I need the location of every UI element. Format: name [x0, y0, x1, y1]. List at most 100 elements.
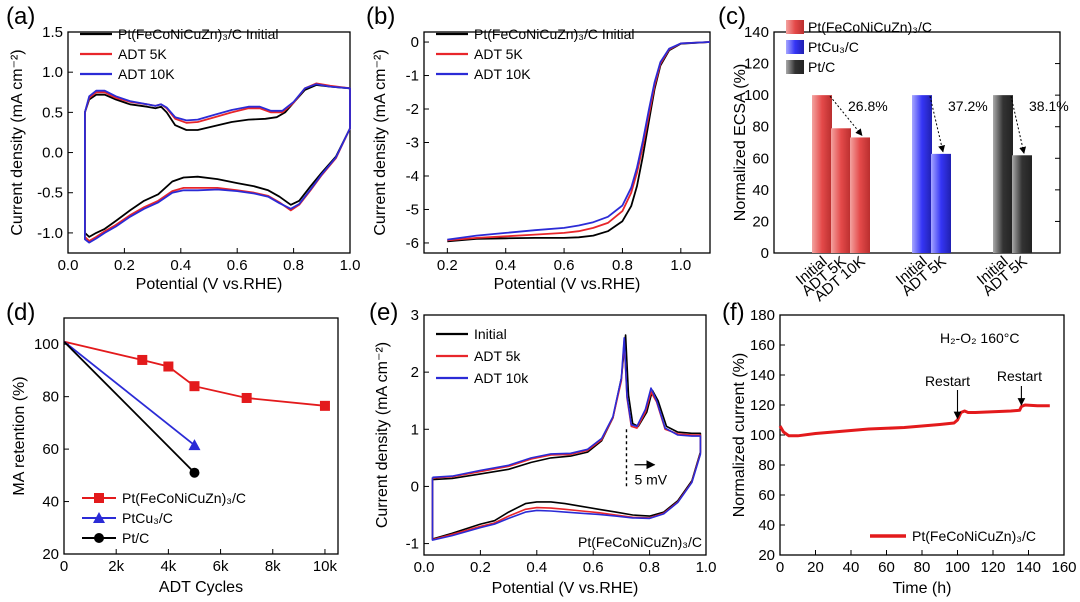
series-line: [84, 84, 351, 238]
y-tick-label: 60: [752, 150, 769, 167]
series-line: [63, 340, 196, 474]
y-tick-label: -1: [406, 68, 419, 85]
y-tick-label: 1.5: [42, 24, 63, 41]
x-axis-label: Potential (V vs.RHE): [494, 276, 641, 293]
x-tick-label: 20: [807, 559, 824, 576]
y-axis-label: Current density (mA cm⁻²): [374, 342, 391, 528]
y-axis-label: Normalized current (%): [731, 353, 748, 517]
legend-label: Pt/C: [808, 59, 835, 75]
drop-annotation: 26.8%: [848, 98, 888, 114]
y-tick-label: 1: [411, 421, 419, 438]
x-axis-label: Time (h): [893, 580, 952, 597]
y-tick-label: -1: [406, 536, 419, 553]
legend-label: ADT 5k: [474, 348, 521, 364]
y-tick-label: -1.0: [37, 225, 63, 242]
plot-frame: [423, 31, 711, 254]
y-tick-label: 180: [750, 307, 775, 324]
series-line: [431, 334, 702, 540]
y-tick-label: 40: [42, 494, 59, 511]
y-tick-label: 120: [744, 56, 769, 73]
y-tick-label: -0.5: [37, 185, 63, 202]
x-tick-label: 100: [945, 559, 970, 576]
x-tick-label: 2k: [108, 558, 124, 575]
y-tick-label: 3: [411, 307, 419, 324]
x-tick-label: 1.0: [670, 257, 691, 274]
y-tick-label: -4: [406, 168, 419, 185]
legend-label: ADT 10k: [474, 370, 529, 386]
y-tick-label: 2: [411, 364, 419, 381]
legend-label: PtCu₃/C: [122, 510, 173, 526]
legend-marker: [94, 493, 104, 503]
x-axis-label: Potential (V vs.RHE): [136, 276, 283, 293]
legend-label: Pt(FeCoNiCuZn)₃/C: [808, 19, 932, 35]
legend-label: Pt(FeCoNiCuZn)₃/C Initial: [118, 26, 279, 42]
series-line: [778, 403, 1050, 438]
y-axis-label: MA retention (%): [11, 376, 28, 495]
series-line: [431, 337, 702, 541]
y-tick-label: 80: [42, 389, 59, 406]
y-tick-label: 0.5: [42, 104, 63, 121]
y-tick-label: -3: [406, 135, 419, 152]
series-line: [447, 41, 711, 241]
legend-label: ADT 10K: [118, 66, 175, 82]
panel-f: 0 20 40 60 80 100 120 140 1602040608010012014016…: [722, 299, 1077, 597]
y-tick-label: -6: [406, 235, 419, 252]
x-tick-label: 0.8: [283, 257, 304, 274]
plot-frame: [779, 314, 1065, 556]
x-tick-label: 0.6: [554, 257, 575, 274]
y-tick-label: 60: [42, 441, 59, 458]
x-tick-label: 40: [843, 559, 860, 576]
x-axis-label: Potential (V vs.RHE): [492, 580, 639, 597]
drop-arrow: [829, 95, 863, 136]
panel-c: 0 20 40 60 80 100 120 140 Normalized ECSA (%) (c)…: [718, 3, 1069, 305]
y-tick-label: 140: [744, 24, 769, 41]
x-tick-label: 0.4: [495, 257, 516, 274]
x-tick-label: 0.0: [58, 257, 79, 274]
legend-label: ADT 5K: [118, 46, 167, 62]
data-point: [137, 354, 148, 365]
x-axis-label: ADT Cycles: [159, 579, 243, 596]
y-tick-label: 140: [750, 367, 775, 384]
legend-label: ADT 10K: [474, 66, 531, 82]
data-point: [189, 381, 200, 392]
y-tick-label: 80: [752, 119, 769, 136]
legend-label: Pt(FeCoNiCuZn)₃/C: [912, 528, 1036, 544]
y-tick-label: 100: [750, 427, 775, 444]
bar: [850, 137, 870, 253]
legend-label: Pt/C: [122, 530, 149, 546]
y-tick-label: 40: [752, 182, 769, 199]
drop-arrow: [929, 96, 945, 153]
y-tick-label: -2: [406, 101, 419, 118]
drop-annotation: 38.1%: [1029, 98, 1069, 114]
x-tick-label: 0.0: [414, 559, 435, 576]
y-tick-label: 0.0: [42, 145, 63, 162]
x-tick-label: 6k: [213, 558, 229, 575]
y-tick-label: 1.0: [42, 64, 63, 81]
y-tick-label: 40: [758, 517, 775, 534]
panel-e: 0.0 0.2 0.4 0.6 0.8 1.0 -1 0 1 2 3 Potential (V vs.…: [369, 299, 716, 597]
y-tick-label: 0: [761, 245, 769, 262]
data-point: [189, 467, 200, 478]
x-tick-label: 4k: [160, 558, 176, 575]
drop-arrow: [1010, 96, 1027, 154]
y-tick-label: 0: [411, 478, 419, 495]
y-tick-label: 80: [758, 457, 775, 474]
x-tick-label: 60: [878, 559, 895, 576]
x-tick-label: 0.4: [526, 559, 547, 576]
y-tick-label: 100: [34, 336, 59, 353]
x-tick-label: 0.8: [639, 559, 660, 576]
x-tick-label: 10k: [313, 558, 338, 575]
legend-label: Pt(FeCoNiCuZn)₃/C Initial: [474, 26, 635, 42]
legend-marker: [93, 512, 105, 523]
legend-swatch: [786, 20, 804, 34]
data-point: [241, 392, 252, 403]
x-tick-label: 120: [980, 559, 1005, 576]
condition-annotation: H₂-O₂ 160°C: [940, 330, 1020, 346]
y-tick-label: 20: [758, 547, 775, 564]
panel-b: 0.2 0.4 0.6 0.8 1.0 -6 -5 -4 -3 -2 -1 0 Potential (V…: [366, 3, 711, 293]
drop-annotation: 37.2%: [948, 98, 988, 114]
x-tick-label: 0.2: [114, 257, 135, 274]
legend-swatch: [786, 60, 804, 74]
y-tick-label: 0: [411, 34, 419, 51]
